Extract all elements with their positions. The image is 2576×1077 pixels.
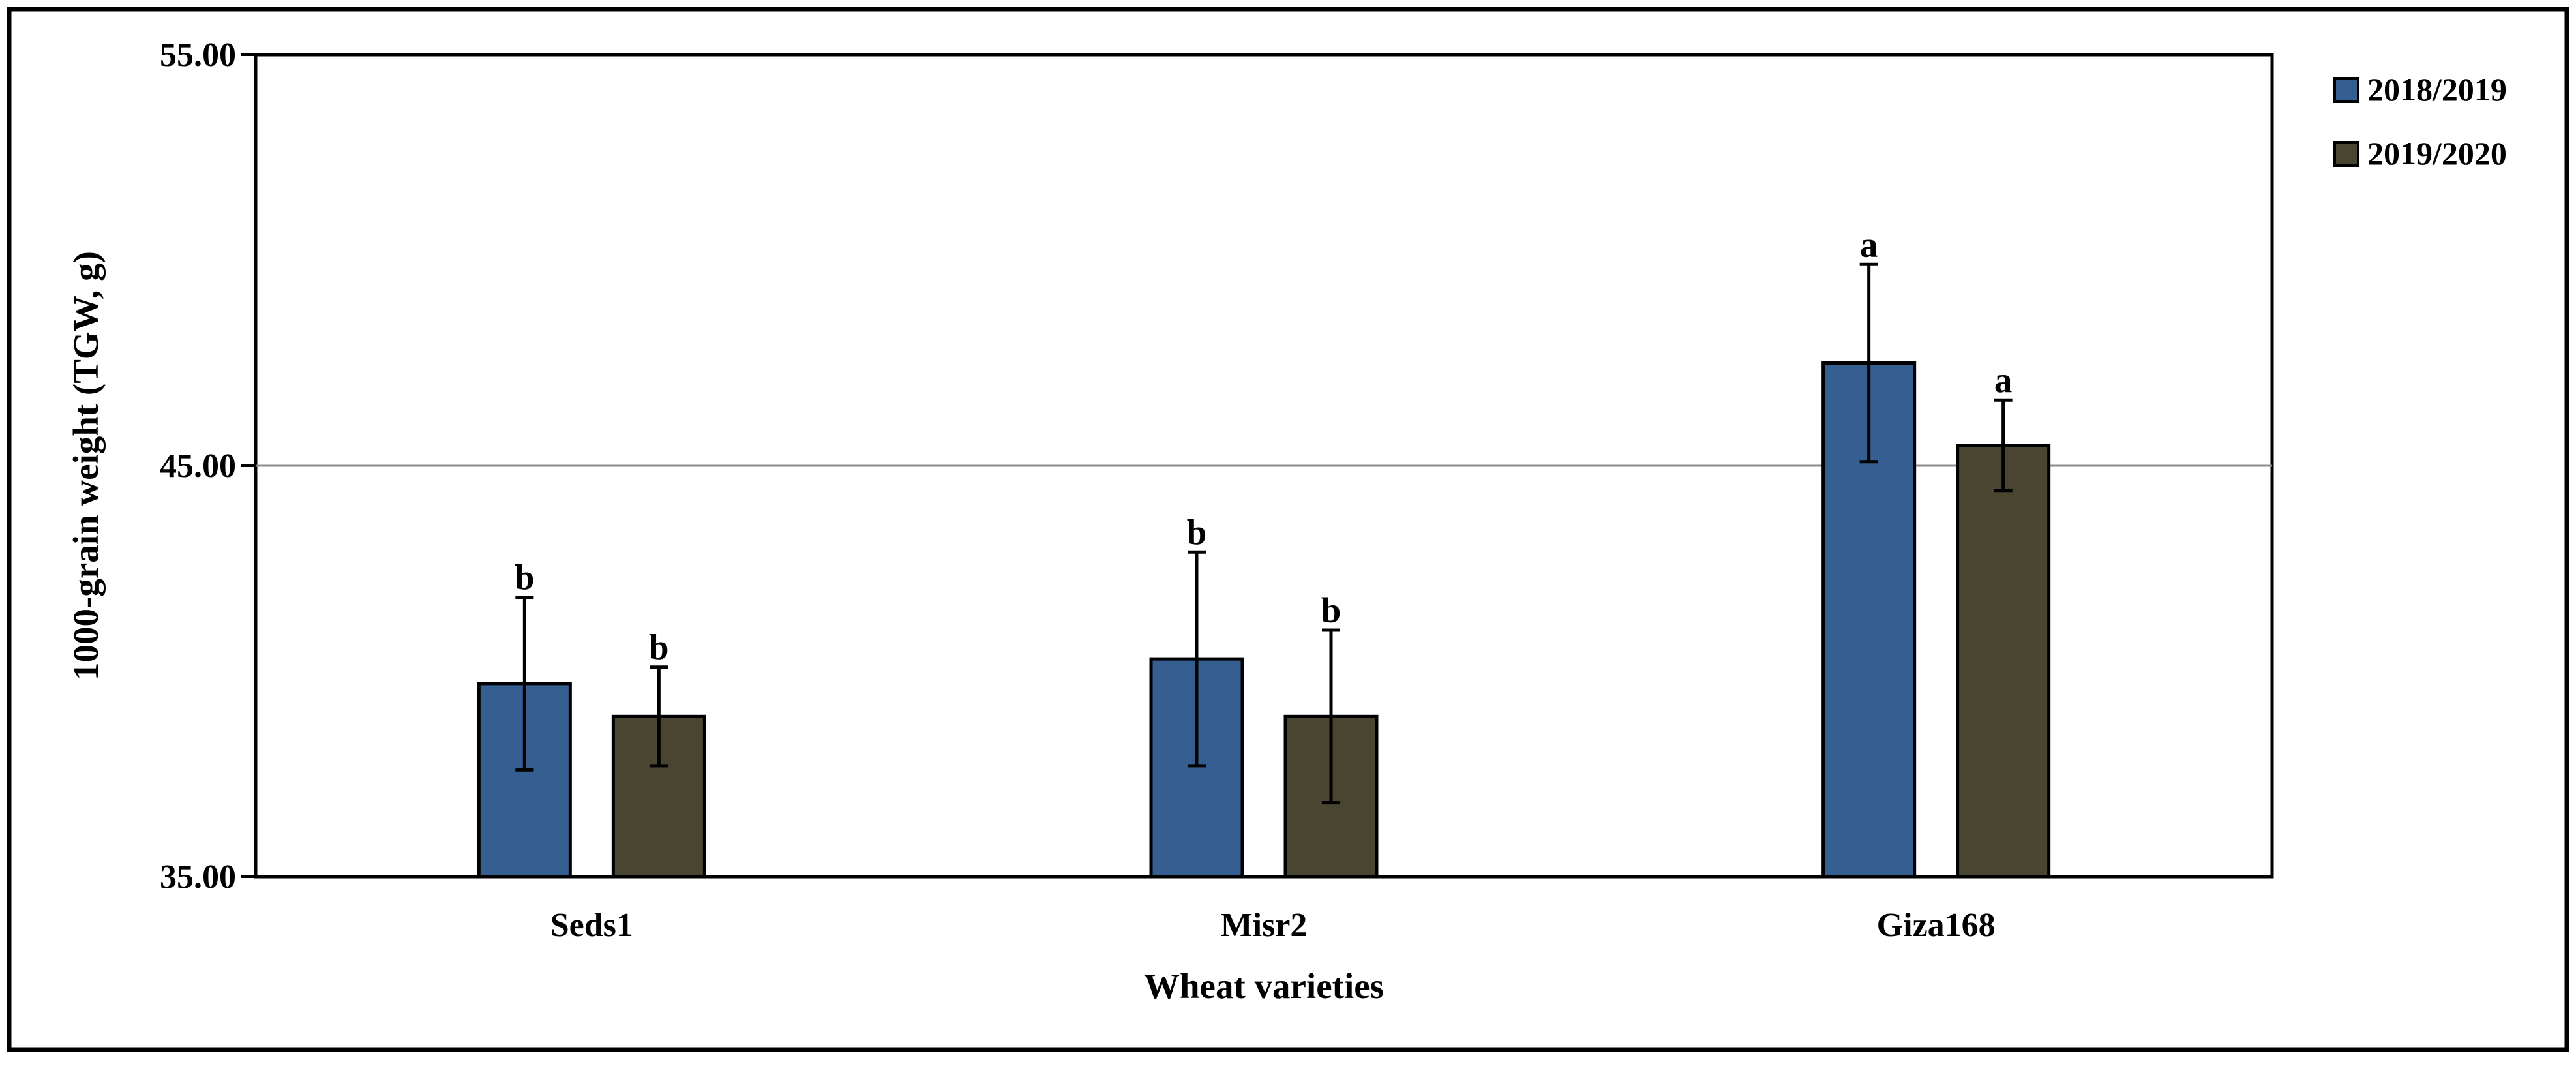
x-axis-ticks: Seds1 Misr2 Giza168 bbox=[550, 907, 1996, 944]
significance-label: b bbox=[515, 558, 535, 598]
y-axis-ticks: 35.00 45.00 55.00 bbox=[160, 37, 256, 896]
legend-label: 2018/2019 bbox=[2367, 71, 2507, 108]
bar-giza168-2019-2020 bbox=[1956, 444, 2051, 879]
legend-label: 2019/2020 bbox=[2367, 135, 2507, 172]
bar-seds1-2019-2020 bbox=[611, 714, 706, 879]
y-tick-label: 45.00 bbox=[160, 447, 236, 485]
y-tick-label: 55.00 bbox=[160, 37, 236, 74]
x-axis-title: Wheat varieties bbox=[1144, 966, 1384, 1006]
x-tick-label: Giza168 bbox=[1877, 907, 1996, 944]
bars: b b b b a a bbox=[477, 224, 2051, 879]
legend: 2018/2019 2019/2020 bbox=[2333, 71, 2507, 172]
legend-swatch bbox=[2333, 141, 2359, 167]
significance-label: b bbox=[1321, 590, 1341, 630]
significance-label: a bbox=[1994, 360, 2013, 400]
x-tick-label: Seds1 bbox=[550, 907, 633, 944]
x-tick-label: Misr2 bbox=[1221, 907, 1308, 944]
significance-label: b bbox=[1187, 512, 1207, 552]
significance-label: a bbox=[1860, 224, 1878, 264]
y-axis-title: 1000-grain weight (TGW, g) bbox=[66, 251, 106, 680]
chart-frame bbox=[7, 7, 2569, 1052]
significance-label: b bbox=[649, 628, 669, 667]
legend-swatch bbox=[2333, 77, 2359, 103]
y-tick-label: 35.00 bbox=[160, 858, 236, 896]
